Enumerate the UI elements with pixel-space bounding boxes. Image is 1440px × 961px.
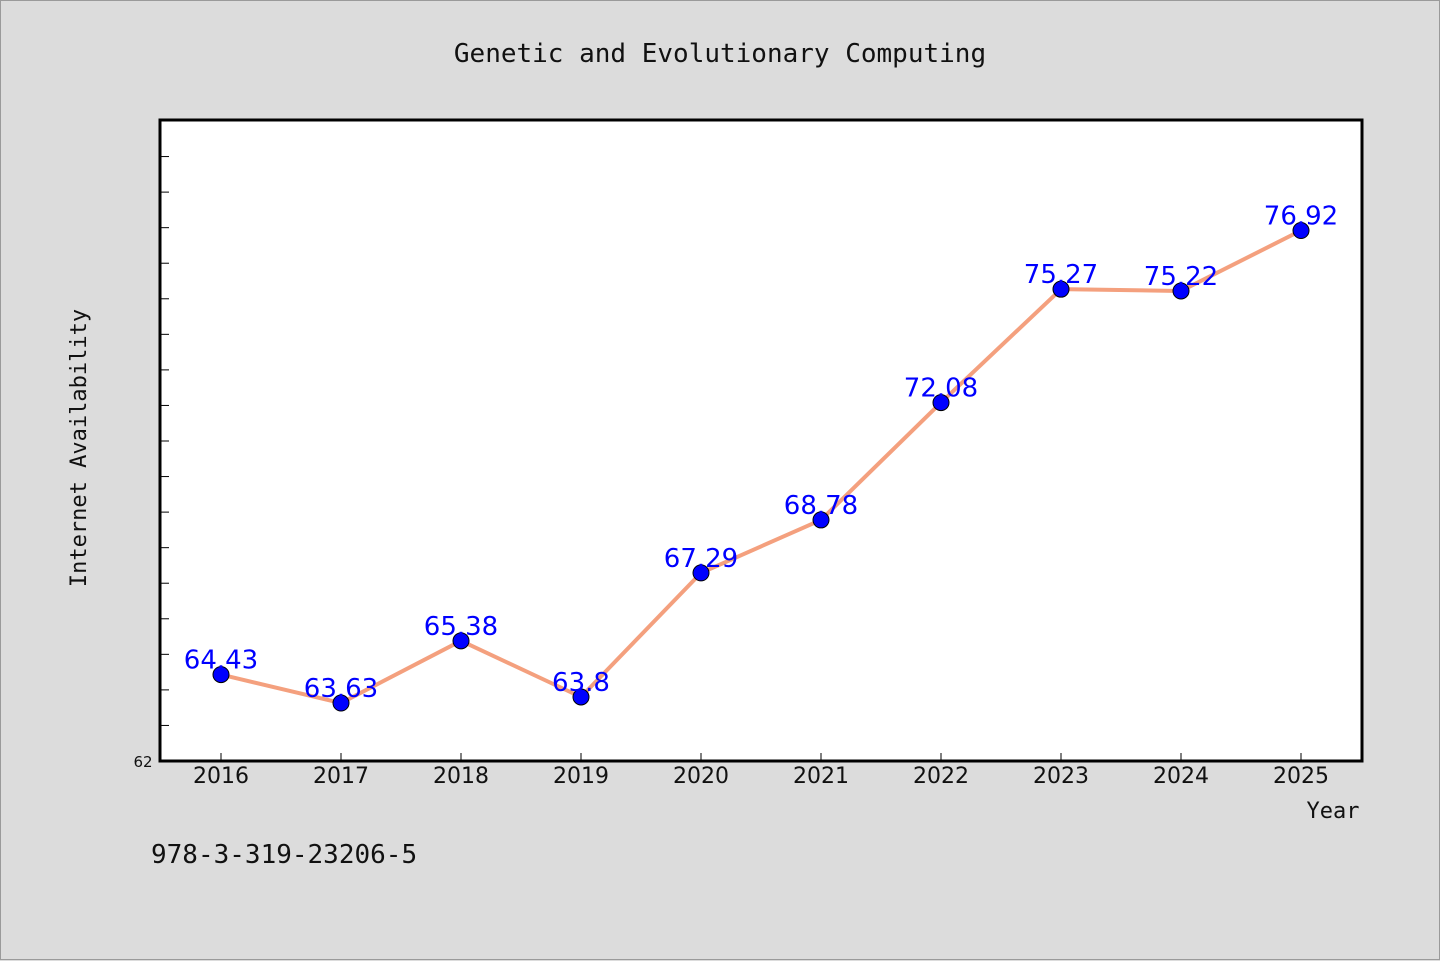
chart-title: Genetic and Evolutionary Computing [454, 39, 986, 69]
x-tick-label: 2017 [313, 764, 369, 789]
data-point [212, 666, 230, 684]
data-point [692, 564, 710, 582]
data-point [332, 694, 350, 712]
data-point [812, 511, 830, 529]
data-label: 67.29 [664, 544, 738, 574]
series-line [219, 228, 1303, 706]
data-label: 72.08 [904, 374, 978, 404]
data-point [1172, 282, 1190, 300]
x-tick-label: 2023 [1033, 764, 1089, 789]
data-point [1292, 222, 1310, 240]
x-tick-label: 2020 [673, 764, 729, 789]
data-point [452, 632, 470, 650]
y-axis-label: Internet Availability [67, 309, 92, 587]
data-label: 65.38 [424, 612, 498, 642]
plot-area [158, 118, 1364, 763]
y-tick-label: 62 [133, 753, 152, 771]
data-label: 76.92 [1264, 202, 1338, 232]
footnote: 978-3-319-23206-5 [151, 840, 417, 870]
data-label: 68.78 [784, 491, 858, 521]
data-point [932, 394, 950, 412]
data-labels: 64.43 63.63 65.38 63.8 67.29 68.78 72.08 75.27 7… [184, 202, 1338, 705]
x-tick-label: 2025 [1273, 764, 1329, 789]
data-label: 64.43 [184, 646, 258, 676]
data-label: 75.27 [1024, 260, 1098, 290]
x-axis-ticks [220, 753, 1302, 761]
data-point [572, 688, 590, 706]
data-label: 63.8 [552, 668, 610, 698]
x-tick-label: 2022 [913, 764, 969, 789]
x-tick-label: 2021 [793, 764, 849, 789]
x-tick-label: 2019 [553, 764, 609, 789]
data-label: 63.63 [304, 674, 378, 704]
x-tick-label: 2024 [1153, 764, 1209, 789]
x-tick-labels: 2016 2017 2018 2019 2020 2021 2022 2023 2024 2025 [193, 764, 1329, 789]
x-tick-label: 2018 [433, 764, 489, 789]
x-axis-label: Year [1307, 799, 1360, 824]
data-label: 75.22 [1144, 262, 1218, 292]
x-tick-label: 2016 [193, 764, 249, 789]
series-layer [212, 222, 1310, 712]
data-point [1052, 280, 1070, 298]
y-axis-ticks [161, 156, 169, 726]
